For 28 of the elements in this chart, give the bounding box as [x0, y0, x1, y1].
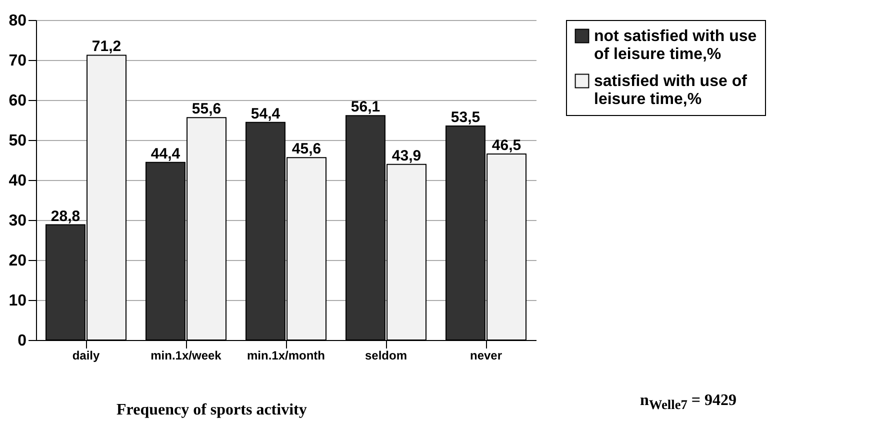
- y-tick-label: 0: [18, 332, 27, 350]
- y-tick-label: 40: [8, 172, 27, 190]
- data-label: 28,8: [50, 208, 80, 225]
- y-tick-label: 80: [8, 12, 27, 30]
- x-tick-label: daily: [72, 348, 100, 362]
- data-label: 56,1: [350, 98, 380, 116]
- legend-label: not satisfied with use of leisure time,%: [594, 28, 757, 63]
- data-label: 45,6: [292, 140, 322, 158]
- data-label: 53,5: [450, 109, 480, 126]
- x-axis-title: Frequency of sports activity: [116, 402, 307, 418]
- y-tick-label: 70: [8, 52, 27, 70]
- data-label: 44,4: [150, 145, 181, 162]
- data-label: 71,2: [92, 38, 122, 56]
- y-tick-label: 30: [8, 212, 27, 230]
- y-tick-label: 50: [8, 132, 27, 150]
- data-label: 43,9: [392, 147, 422, 164]
- data-label: 46,5: [492, 137, 522, 154]
- text: n$_{Welle7}$ = 9429: [640, 392, 737, 414]
- x-tick-label: never: [470, 348, 502, 362]
- y-tick-label: 20: [8, 252, 27, 270]
- y-tick-label: 10: [8, 292, 27, 310]
- y-tick-label: 60: [8, 92, 27, 110]
- x-tick-label: min.1x/month: [246, 348, 326, 362]
- x-tick-label: seldom: [364, 348, 408, 362]
- x-tick-label: min.1x/week: [150, 348, 222, 362]
- data-label: 55,6: [192, 100, 222, 118]
- legend-label: satisfied with use of leisure time,%: [594, 73, 748, 108]
- data-label: 54,4: [250, 105, 281, 122]
